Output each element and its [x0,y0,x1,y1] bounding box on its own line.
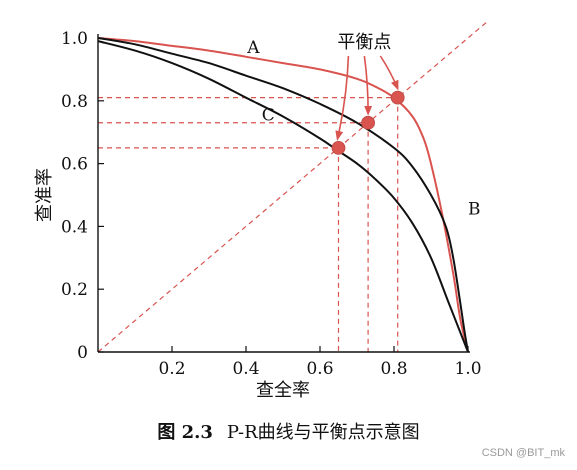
x-tick-label-1: 0.4 [232,359,259,379]
diagonal-line [97,21,487,353]
y-axis-label: 查准率 [34,168,55,222]
curve-label-c: C [262,106,275,126]
watermark: CSDN @BIT_mk [481,447,565,459]
chart-text: 查准率 查全率 平衡点 A B C [34,32,481,401]
guide-lines [97,21,487,353]
y-tick-label-1: 0.2 [61,280,88,300]
x-tick-label-3: 0.8 [380,359,407,379]
x-tick-label-0: 0.2 [158,359,185,379]
break-even-point-c [331,140,346,155]
y-tick-label-0: 0 [77,343,88,363]
break-even-point-b [361,115,376,130]
series-line-b [97,37,469,353]
y-tick-label-3: 0.6 [61,155,88,175]
y-tick-label-4: 0.8 [61,92,88,112]
x-tick-label-2: 0.6 [306,359,333,379]
y-tick-label-2: 0.4 [61,217,88,237]
curve-label-a: A [246,38,260,58]
series-line-a [97,37,469,353]
break-even-annotation: 平衡点 [337,32,391,53]
axes: 0.2 0.4 0.6 0.8 1.0 0 0.2 0.4 0.6 0.8 1.0 [61,29,482,379]
annotation-arrow-2 [379,55,399,91]
annotation-arrow-0 [335,55,350,141]
figure-title: P-R曲线与平衡点示意图 [226,422,420,443]
annotation-arrow-1 [363,55,373,116]
figure-caption: 图 2.3 P-R曲线与平衡点示意图 [0,418,577,444]
break-even-points [331,55,405,155]
pr-chart: 0.2 0.4 0.6 0.8 1.0 0 0.2 0.4 0.6 0.8 1.0 查准率 查全率 … [34,21,487,401]
figure-number: 图 2.3 [157,422,213,443]
x-axis-label: 查全率 [256,380,310,401]
curve-label-b: B [468,200,481,220]
y-tick-label-5: 1.0 [61,29,88,49]
x-tick-label-4: 1.0 [454,359,481,379]
break-even-point-a [390,90,405,105]
